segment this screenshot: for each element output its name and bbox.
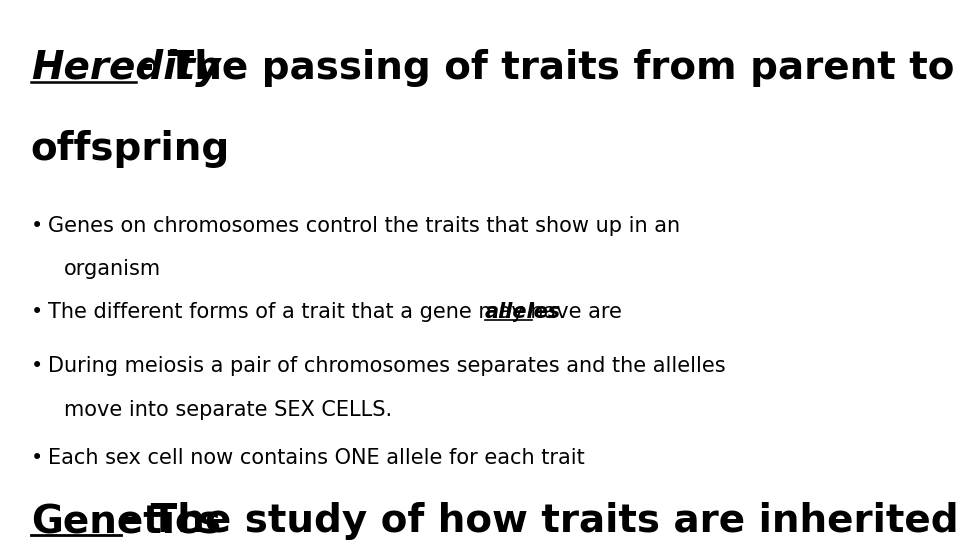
Text: The different forms of a trait that a gene may have are: The different forms of a trait that a ge…	[48, 302, 629, 322]
Text: During meiosis a pair of chromosomes separates and the allelles: During meiosis a pair of chromosomes sep…	[48, 356, 726, 376]
Text: Heredity: Heredity	[31, 49, 221, 86]
Text: offspring: offspring	[31, 130, 230, 167]
Text: - The study of how traits are inherited: - The study of how traits are inherited	[121, 502, 959, 540]
Text: Genes on chromosomes control the traits that show up in an: Genes on chromosomes control the traits …	[48, 216, 680, 236]
Text: •: •	[31, 216, 43, 236]
Text: •: •	[31, 356, 43, 376]
Text: Genetics: Genetics	[31, 502, 221, 540]
Text: •: •	[31, 302, 43, 322]
Text: - The passing of traits from parent to: - The passing of traits from parent to	[138, 49, 954, 86]
Text: Each sex cell now contains ONE allele for each trait: Each sex cell now contains ONE allele fo…	[48, 448, 585, 468]
Text: move into separate SEX CELLS.: move into separate SEX CELLS.	[64, 400, 393, 420]
Text: organism: organism	[64, 259, 161, 279]
Text: alleles: alleles	[485, 302, 561, 322]
Text: •: •	[31, 448, 43, 468]
